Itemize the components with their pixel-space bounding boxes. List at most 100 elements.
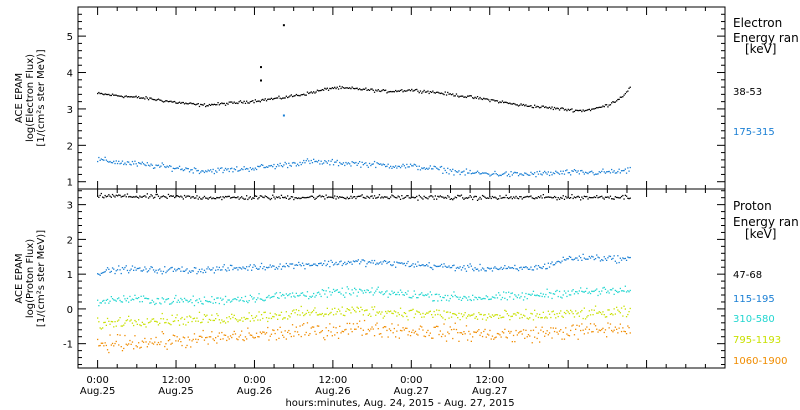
- data-point: [591, 290, 593, 292]
- data-point: [290, 165, 292, 167]
- data-point: [263, 331, 265, 333]
- data-point: [159, 268, 161, 270]
- data-point: [560, 296, 562, 298]
- data-point: [331, 308, 333, 310]
- data-point: [144, 266, 146, 268]
- data-point: [289, 95, 291, 97]
- data-point: [589, 171, 592, 173]
- data-point: [399, 289, 402, 291]
- data-point: [231, 167, 233, 169]
- data-point: [552, 327, 554, 329]
- data-point: [320, 262, 322, 264]
- data-point: [613, 329, 615, 331]
- data-point: [130, 164, 132, 166]
- data-point: [491, 195, 494, 198]
- data-point: [134, 319, 136, 322]
- data-point: [421, 316, 423, 318]
- data-point: [289, 263, 291, 265]
- data-point: [404, 167, 407, 169]
- data-point: [251, 315, 253, 317]
- data-point: [252, 336, 254, 338]
- data-point: [201, 321, 203, 323]
- data-point: [521, 333, 523, 335]
- data-point: [566, 169, 568, 171]
- data-point: [134, 266, 136, 269]
- data-point: [273, 295, 275, 298]
- data-point: [524, 105, 526, 107]
- data-point: [546, 107, 548, 109]
- data-point: [611, 313, 613, 315]
- data-point: [377, 328, 379, 330]
- data-point: [185, 299, 187, 301]
- data-point: [105, 196, 107, 198]
- data-point: [170, 303, 172, 305]
- data-point: [616, 100, 618, 102]
- data-point: [529, 293, 531, 296]
- data-point: [169, 303, 171, 305]
- data-point: [126, 193, 129, 195]
- data-point: [231, 313, 233, 315]
- data-point: [417, 261, 419, 263]
- data-point: [356, 322, 358, 325]
- data-point: [318, 195, 320, 197]
- data-point: [516, 268, 518, 270]
- data-point: [576, 196, 578, 198]
- data-point: [539, 170, 541, 172]
- data-point: [534, 294, 536, 296]
- data-point: [607, 171, 609, 173]
- data-point: [175, 294, 177, 297]
- data-point: [500, 101, 502, 104]
- outlier-point: [260, 66, 262, 69]
- data-point: [257, 336, 259, 338]
- data-point: [325, 194, 327, 196]
- data-point: [504, 328, 506, 330]
- data-point: [367, 261, 369, 263]
- data-point: [269, 98, 271, 100]
- data-point: [104, 271, 106, 273]
- data-point: [296, 331, 299, 333]
- data-point: [208, 170, 210, 172]
- data-point: [129, 269, 131, 272]
- data-point: [360, 306, 362, 308]
- data-point: [155, 269, 157, 271]
- data-point: [242, 339, 244, 341]
- data-point: [455, 296, 458, 298]
- data-point: [550, 171, 552, 173]
- data-point: [164, 100, 166, 103]
- data-point: [162, 164, 165, 166]
- data-point: [547, 310, 549, 312]
- data-point: [121, 301, 124, 303]
- data-point: [490, 197, 492, 200]
- data-point: [321, 163, 323, 165]
- data-point: [304, 313, 306, 316]
- data-point: [498, 102, 500, 104]
- data-point: [393, 291, 395, 293]
- data-point: [252, 298, 254, 300]
- data-point: [109, 271, 111, 273]
- data-point: [229, 301, 232, 303]
- data-point: [306, 91, 309, 93]
- data-point: [304, 268, 306, 270]
- data-point: [210, 336, 212, 338]
- x-tick-time: 12:00: [162, 375, 191, 386]
- data-point: [386, 165, 388, 167]
- data-point: [499, 334, 501, 336]
- x-tick-time: 12:00: [475, 375, 504, 386]
- data-point: [493, 267, 495, 269]
- data-point: [288, 329, 290, 332]
- data-point: [368, 261, 371, 263]
- data-point: [522, 266, 525, 268]
- data-point: [98, 156, 100, 159]
- data-point: [607, 290, 609, 292]
- data-point: [593, 309, 595, 311]
- data-point: [530, 266, 532, 268]
- data-point: [105, 269, 107, 271]
- data-point: [614, 326, 616, 328]
- data-point: [448, 93, 450, 95]
- data-point: [563, 311, 566, 314]
- data-point: [361, 334, 363, 336]
- data-point: [391, 194, 393, 196]
- data-point: [488, 267, 490, 269]
- data-point: [151, 195, 153, 197]
- data-point: [215, 198, 217, 200]
